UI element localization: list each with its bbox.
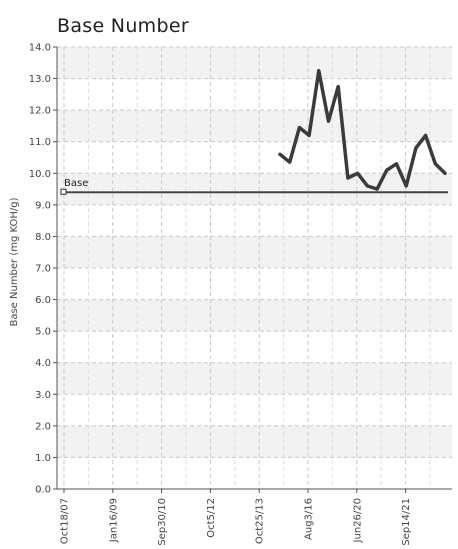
axes — [53, 46, 452, 493]
y-tick-label: 9.0 — [35, 200, 51, 211]
plot-band — [57, 47, 452, 79]
base-reference-marker — [60, 188, 67, 195]
y-tick-label: 0.0 — [35, 485, 51, 496]
plot-band — [57, 110, 452, 142]
x-tick-label: Aug3/16 — [304, 498, 315, 540]
grid-lines — [57, 46, 452, 489]
series-line — [278, 68, 447, 191]
y-tick-label: 14.0 — [29, 43, 51, 54]
plot-bands — [57, 47, 452, 458]
x-tick-labels: Oct18/07 Jan16/09 Sep30/10 Oct5/12 Oct25/13 A… — [60, 498, 413, 546]
y-tick-label: 8.0 — [35, 232, 51, 243]
y-tick-label: 6.0 — [35, 295, 51, 306]
y-tick-label: 1.0 — [35, 453, 51, 464]
plot-band — [57, 236, 452, 268]
y-tick-label: 7.0 — [35, 264, 51, 275]
y-tick-label: 13.0 — [29, 74, 51, 85]
reference-line: Base — [60, 178, 448, 195]
y-tick-label: 5.0 — [35, 327, 51, 338]
x-tick-label: Jun26/20 — [352, 498, 363, 543]
y-tick-label: 4.0 — [35, 358, 51, 369]
x-tick-label: Sep14/21 — [401, 498, 412, 546]
y-axis-label: Base Number (mg KOH/g) — [9, 197, 20, 326]
y-tick-label: 11.0 — [29, 137, 51, 148]
x-tick-label: Sep30/10 — [157, 498, 168, 546]
y-tick-label: 2.0 — [35, 421, 51, 432]
chart-title: Base Number — [57, 15, 189, 37]
y-tick-label: 10.0 — [29, 169, 51, 180]
x-tick-label: Jan16/09 — [108, 498, 119, 543]
x-tick-label: Oct5/12 — [206, 498, 217, 538]
y-tick-label: 12.0 — [29, 106, 51, 117]
base-reference-label: Base — [64, 178, 88, 189]
y-tick-labels: 0.0 1.0 2.0 3.0 4.0 5.0 6.0 7.0 8.0 9.0 10.0 11.0 12… — [29, 43, 51, 496]
x-tick-label: Oct18/07 — [60, 498, 71, 544]
plot-band — [57, 299, 452, 332]
plot-band — [57, 362, 452, 395]
plot-band — [57, 425, 452, 458]
y-tick-label: 3.0 — [35, 390, 51, 401]
series-lines — [278, 68, 447, 191]
x-tick-label: Oct25/13 — [255, 498, 266, 544]
plot-band — [57, 173, 452, 205]
